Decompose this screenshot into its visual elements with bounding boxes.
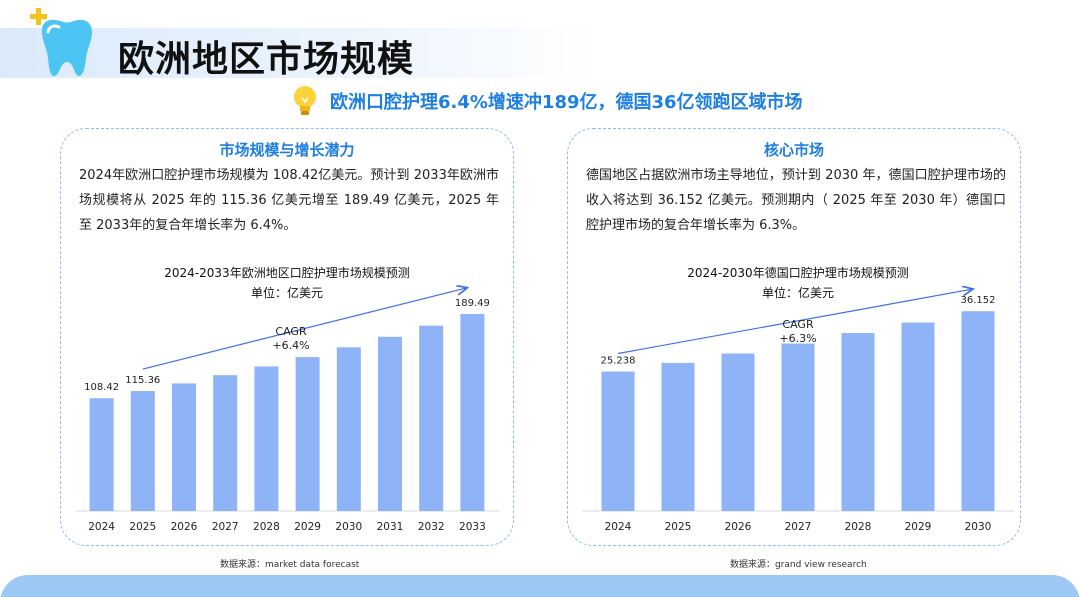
x-tick-label: 2028 xyxy=(845,521,872,533)
cagr-value: +6.3% xyxy=(779,332,816,345)
title-band xyxy=(0,28,600,78)
chart-title: 2024-2033年欧洲地区口腔护理市场规模预测 xyxy=(164,265,409,280)
chart-subtitle: 单位：亿美元 xyxy=(251,285,323,300)
x-tick-label: 2029 xyxy=(905,521,932,533)
bar-2024 xyxy=(89,398,114,511)
left-source-note: 数据来源：market data forecast xyxy=(220,560,360,570)
bar-2029 xyxy=(901,322,935,511)
lightbulb-icon xyxy=(294,86,316,115)
data-label: 108.42 xyxy=(84,382,119,393)
right-panel-text: 德国地区占据欧洲市场主导地位，预计到 2030 年，德国口腔护理市场的收入将达到… xyxy=(586,168,1006,233)
bar-2027 xyxy=(781,343,815,511)
data-label: 36.152 xyxy=(961,295,996,306)
bar-2027 xyxy=(213,375,238,511)
bar-2025 xyxy=(130,391,155,511)
x-tick-label: 2030 xyxy=(965,521,992,533)
data-label: 25.238 xyxy=(601,356,636,367)
x-tick-label: 2027 xyxy=(785,521,812,533)
bar-2032 xyxy=(419,325,444,511)
bar-2025 xyxy=(661,362,695,511)
bar-2029 xyxy=(295,357,320,511)
x-tick-label: 2029 xyxy=(294,521,321,533)
x-tick-label: 2025 xyxy=(129,521,156,533)
cagr-arrow xyxy=(617,289,972,355)
chart-subtitle: 单位：亿美元 xyxy=(762,285,834,300)
left-panel-text: 2024年欧洲口腔护理市场规模为 108.42亿美元。预计到 2033年欧洲市场… xyxy=(79,168,499,233)
x-tick-label: 2033 xyxy=(459,521,486,533)
bar-2024 xyxy=(601,371,635,511)
tooth-icon xyxy=(30,8,92,77)
chart-title: 2024-2030年德国口腔护理市场规模预测 xyxy=(687,265,908,280)
cagr-label: CAGR xyxy=(782,318,814,331)
data-label: 115.36 xyxy=(125,375,160,386)
cagr-label: CAGR xyxy=(275,325,307,338)
bar-2026 xyxy=(721,353,755,511)
bar-2028 xyxy=(841,333,875,511)
bar-2026 xyxy=(172,383,196,511)
x-tick-label: 2026 xyxy=(171,521,198,533)
left-panel-title: 市场规模与增长潜力 xyxy=(219,141,355,159)
bar-2030 xyxy=(961,311,995,511)
right-panel-title: 核心市场 xyxy=(763,141,824,159)
right-panel: 核心市场 德国地区占据欧洲市场主导地位，预计到 2030 年，德国口腔护理市场的… xyxy=(567,128,1021,546)
bar-2028 xyxy=(254,366,279,511)
x-tick-label: 2028 xyxy=(253,521,280,533)
x-tick-label: 2031 xyxy=(377,521,404,533)
x-tick-label: 2027 xyxy=(212,521,239,533)
x-tick-label: 2032 xyxy=(418,521,445,533)
headline: 欧洲口腔护理6.4%增速冲189亿，德国36亿领跑区域市场 xyxy=(330,92,803,113)
plus-icon xyxy=(30,8,47,25)
x-tick-label: 2024 xyxy=(605,521,632,533)
x-tick-label: 2026 xyxy=(725,521,752,533)
headline-row: 欧洲口腔护理6.4%增速冲189亿，德国36亿领跑区域市场 xyxy=(290,84,803,118)
left-panel: 市场规模与增长潜力 2024年欧洲口腔护理市场规模为 108.42亿美元。预计到… xyxy=(60,128,514,546)
right-source-note: 数据来源：grand view research xyxy=(730,560,867,570)
bar-2030 xyxy=(336,347,361,511)
bar-2031 xyxy=(378,336,402,511)
bar-2033 xyxy=(460,313,485,511)
cagr-value: +6.4% xyxy=(272,339,309,352)
page-title: 欧洲地区市场规模 xyxy=(118,39,415,80)
bottom-band xyxy=(0,575,1080,597)
x-tick-label: 2030 xyxy=(335,521,362,533)
x-tick-label: 2024 xyxy=(88,521,115,533)
cagr-arrow xyxy=(142,288,467,370)
x-tick-label: 2025 xyxy=(665,521,692,533)
data-label: 189.49 xyxy=(455,298,490,309)
